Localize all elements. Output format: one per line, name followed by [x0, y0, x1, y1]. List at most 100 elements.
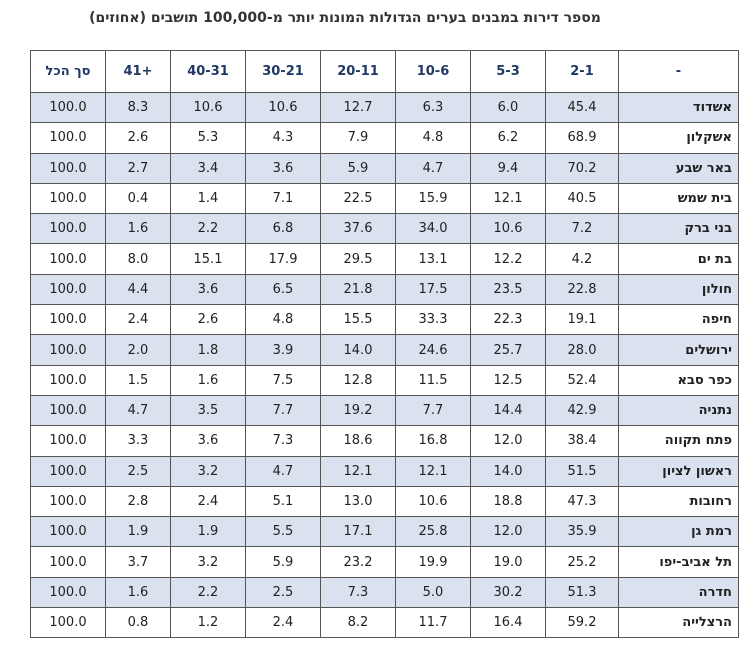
value-cell: 2.7 — [105, 152, 171, 184]
value-cell: 2.6 — [105, 122, 171, 154]
value-cell: 100.0 — [30, 182, 106, 215]
value-cell: 42.9 — [545, 394, 619, 427]
table-row: בית שמש 40.5 12.1 15.9 22.5 7.1 1.4 0.4 100.0 — [30, 182, 739, 215]
table-row: חיפה 19.1 22.3 33.3 15.5 4.8 2.6 2.4 100.0 — [30, 304, 739, 336]
header-text: 40-31 — [187, 64, 229, 79]
value-cell: 2.2 — [170, 213, 246, 245]
table-row: כפר סבא 52.4 12.5 11.5 12.8 7.5 1.6 1.5 100.0 — [30, 364, 739, 396]
value-cell: 8.2 — [320, 607, 396, 639]
value-cell: 34.0 — [395, 213, 471, 245]
value-cell: 7.7 — [245, 394, 321, 427]
city-cell: תל אביב-יפו — [618, 546, 739, 578]
value-cell: 1.6 — [170, 364, 246, 396]
header-cell: 40-31 — [170, 50, 246, 93]
value-cell: 100.0 — [30, 91, 106, 124]
value-cell: 59.2 — [545, 607, 619, 639]
header-cell: 10-6 — [395, 50, 471, 93]
value-cell: 0.8 — [105, 607, 171, 639]
table-body: אשדוד 45.4 6.0 6.3 12.7 10.6 10.6 8.3 100.0 אשקלו… — [30, 91, 739, 639]
value-cell: 38.4 — [545, 425, 619, 457]
value-cell: 10.6 — [170, 91, 246, 124]
value-cell: 35.9 — [545, 516, 619, 548]
table-row: פתח תקווה 38.4 12.0 16.8 18.6 7.3 3.6 3.3 100.0 — [30, 425, 739, 457]
value-cell: 16.8 — [395, 425, 471, 457]
value-cell: 23.2 — [320, 546, 396, 578]
value-cell: 13.1 — [395, 243, 471, 275]
table-row: חולון 22.8 23.5 17.5 21.8 6.5 3.6 4.4 100.0 — [30, 273, 739, 306]
city-cell: אשדוד — [618, 91, 739, 124]
value-cell: 19.0 — [470, 546, 546, 578]
value-cell: 52.4 — [545, 364, 619, 396]
city-cell: בת ים — [618, 243, 739, 275]
value-cell: 19.9 — [395, 546, 471, 578]
header-text: 20-11 — [337, 64, 379, 79]
value-cell: 4.7 — [395, 152, 471, 184]
value-cell: 18.8 — [470, 485, 546, 518]
header-row: - 2-1 5-3 10-6 20-11 30-21 40-31 41+ סך הכל — [30, 50, 739, 93]
value-cell: 100.0 — [30, 152, 106, 184]
header-cell: 41+ — [105, 50, 171, 93]
table-row: באר שבע 70.2 9.4 4.7 5.9 3.6 3.4 2.7 100.0 — [30, 152, 739, 184]
header-text: סך הכל — [45, 64, 91, 79]
table-row: רחובות 47.3 18.8 10.6 13.0 5.1 2.4 2.8 100.0 — [30, 485, 739, 518]
city-cell: פתח תקווה — [618, 425, 739, 457]
value-cell: 4.4 — [105, 273, 171, 306]
value-cell: 5.3 — [170, 122, 246, 154]
value-cell: 1.9 — [170, 516, 246, 548]
value-cell: 23.5 — [470, 273, 546, 306]
table-row: ירושלים 28.0 25.7 24.6 14.0 3.9 1.8 2.0 100.0 — [30, 334, 739, 366]
value-cell: 5.9 — [245, 546, 321, 578]
table-row: חדרה 51.3 30.2 5.0 7.3 2.5 2.2 1.6 100.0 — [30, 576, 739, 609]
value-cell: 11.7 — [395, 607, 471, 639]
city-cell: נתניה — [618, 394, 739, 427]
value-cell: 14.0 — [320, 334, 396, 366]
value-cell: 7.5 — [245, 364, 321, 396]
value-cell: 2.6 — [170, 304, 246, 336]
header-cell: סך הכל — [30, 50, 106, 93]
value-cell: 5.5 — [245, 516, 321, 548]
value-cell: 100.0 — [30, 485, 106, 518]
value-cell: 7.1 — [245, 182, 321, 215]
value-cell: 100.0 — [30, 455, 106, 487]
value-cell: 4.7 — [245, 455, 321, 487]
value-cell: 100.0 — [30, 213, 106, 245]
value-cell: 40.5 — [545, 182, 619, 215]
value-cell: 45.4 — [545, 91, 619, 124]
city-cell: רמת גן — [618, 516, 739, 548]
value-cell: 15.9 — [395, 182, 471, 215]
value-cell: 3.6 — [170, 425, 246, 457]
value-cell: 1.5 — [105, 364, 171, 396]
table-row: בני ברק 7.2 10.6 34.0 37.6 6.8 2.2 1.6 100.0 — [30, 213, 739, 245]
value-cell: 25.7 — [470, 334, 546, 366]
value-cell: 24.6 — [395, 334, 471, 366]
value-cell: 0.4 — [105, 182, 171, 215]
table-row: ראשון לציון 51.5 14.0 12.1 12.1 4.7 3.2 2.5 100.… — [30, 455, 739, 487]
value-cell: 29.5 — [320, 243, 396, 275]
value-cell: 14.0 — [470, 455, 546, 487]
city-cell: הרצלייה — [618, 607, 739, 639]
value-cell: 3.3 — [105, 425, 171, 457]
value-cell: 12.2 — [470, 243, 546, 275]
city-cell: חדרה — [618, 576, 739, 609]
value-cell: 7.3 — [320, 576, 396, 609]
value-cell: 2.4 — [245, 607, 321, 639]
header-text: 2-1 — [570, 64, 594, 79]
city-cell: אשקלון — [618, 122, 739, 154]
value-cell: 100.0 — [30, 273, 106, 306]
value-cell: 3.9 — [245, 334, 321, 366]
value-cell: 100.0 — [30, 122, 106, 154]
city-cell: בני ברק — [618, 213, 739, 245]
header-text: - — [675, 64, 682, 79]
value-cell: 14.4 — [470, 394, 546, 427]
data-table: - 2-1 5-3 10-6 20-11 30-21 40-31 41+ סך הכל אשדו… — [30, 50, 739, 639]
value-cell: 37.6 — [320, 213, 396, 245]
header-cell: 5-3 — [470, 50, 546, 93]
header-cell: - — [618, 50, 739, 93]
value-cell: 7.9 — [320, 122, 396, 154]
value-cell: 3.6 — [170, 273, 246, 306]
value-cell: 8.3 — [105, 91, 171, 124]
value-cell: 6.5 — [245, 273, 321, 306]
value-cell: 2.8 — [105, 485, 171, 518]
value-cell: 6.2 — [470, 122, 546, 154]
